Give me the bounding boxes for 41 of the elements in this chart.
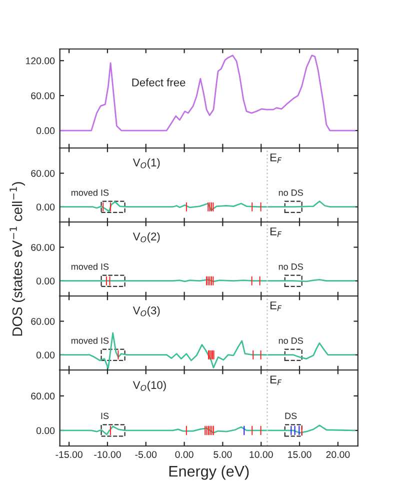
y-tick-label: 0.00 xyxy=(36,278,55,284)
x-tick-label: -5.00 xyxy=(135,451,157,458)
x-tick-label: 10.00 xyxy=(250,451,273,458)
y-axis-title: DOS (states eV$^{−1}$ cell$^{−1}$) xyxy=(10,182,25,336)
x-axis-title: Energy (eV) xyxy=(169,465,249,480)
ref-line-label: E$_{F}$ xyxy=(270,228,282,238)
annotation: moved IS xyxy=(71,337,109,344)
y-tick-label: 0.00 xyxy=(36,352,55,358)
x-tick-label: 15.00 xyxy=(288,451,312,458)
text: V$_{O}$(2) xyxy=(132,232,160,243)
annotation: moved IS xyxy=(71,189,109,196)
x-tick-label: -10.00 xyxy=(94,451,121,458)
text: V$_{O}$(1) xyxy=(132,158,160,169)
line-series xyxy=(60,332,356,370)
text: Defect free xyxy=(132,78,186,86)
text: V$_{O}$(10) xyxy=(132,380,166,392)
y-tick-label: 120.00 xyxy=(26,57,55,64)
y-tick-label: 0.00 xyxy=(36,204,55,210)
y-tick-label: 60.00 xyxy=(31,170,55,177)
annotation: moved IS xyxy=(71,263,109,270)
y-tick-label: 0.00 xyxy=(36,427,55,434)
annotation: no DS xyxy=(278,189,303,196)
x-tick-label: 5.00 xyxy=(214,451,232,458)
ref-line-label: E$_{F}$ xyxy=(270,302,282,312)
annotation: IS xyxy=(101,412,109,420)
annotation: DS xyxy=(285,412,297,420)
annotation: no DS xyxy=(278,263,303,270)
annotation: no DS xyxy=(278,337,303,344)
y-tick-label: 60.00 xyxy=(31,318,55,325)
y-tick-label: 60.00 xyxy=(31,392,55,400)
y-tick-label: 0.00 xyxy=(36,127,55,134)
x-tick-label: 20.00 xyxy=(326,451,350,458)
x-tick-label: -15.00 xyxy=(56,451,82,458)
ref-line-label: E$_{F}$ xyxy=(270,376,282,386)
ref-line-label: E$_{F}$ xyxy=(270,154,282,164)
y-tick-label: 60.00 xyxy=(31,92,55,100)
text: V$_{O}$(3) xyxy=(132,306,160,317)
x-tick-label: 0.00 xyxy=(175,451,194,458)
y-tick-label: 60.00 xyxy=(31,244,55,251)
line-series xyxy=(60,54,356,132)
line-series xyxy=(60,200,356,214)
